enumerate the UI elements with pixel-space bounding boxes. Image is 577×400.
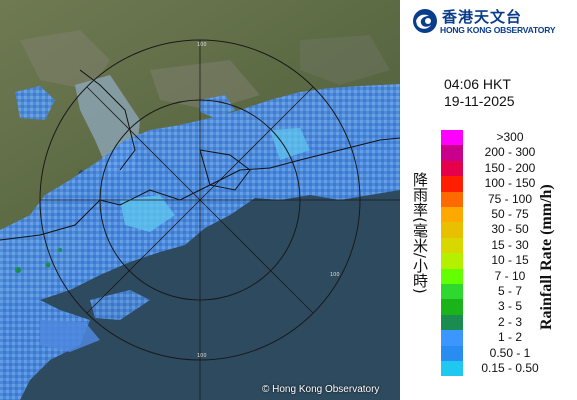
urban-area — [300, 35, 390, 85]
range-ring-labels: 100 100 100 — [197, 42, 340, 359]
rain-echo-north — [15, 86, 55, 120]
legend-range-label: >300 — [496, 130, 524, 144]
legend-swatch — [441, 330, 463, 346]
legend-title-chinese: 降雨率(毫米/小時) — [411, 172, 429, 294]
brand-name-chinese: 香港天文台 — [442, 8, 523, 26]
urban-area — [150, 60, 260, 110]
rain-echo-south — [40, 320, 100, 352]
legend-range-label: 200 - 300 — [484, 145, 536, 160]
legend-swatch — [441, 345, 463, 361]
rain-echo-light — [120, 195, 175, 232]
legend-range-label: 10 - 15 — [491, 253, 529, 268]
legend-panel: 香港天文台 HONG KONG OBSERVATORY 04:06 HKT 19… — [400, 0, 577, 400]
radar-map-image: 100 100 100 — [0, 0, 400, 400]
legend-range-label: 0.15 - 0.50 — [481, 361, 539, 375]
legend-range-label: 7 - 10 — [494, 268, 526, 283]
legend-swatch — [441, 284, 463, 300]
legend-swatch — [441, 191, 463, 207]
legend-range-label: 0.50 - 1 — [489, 345, 531, 360]
legend-color-scale — [441, 130, 463, 377]
legend-range-label: 15 - 30 — [491, 237, 529, 252]
rain-echo-moderate — [45, 262, 51, 268]
legend-swatch — [441, 237, 463, 254]
legend-swatch — [441, 361, 463, 377]
legend-swatch — [441, 176, 463, 192]
observation-date: 19-11-2025 — [444, 93, 515, 109]
legend-range-label: 3 - 5 — [497, 299, 522, 314]
hong-kong-outline — [199, 149, 251, 191]
legend-swatch — [441, 222, 463, 238]
coastline — [79, 69, 136, 171]
radar-map[interactable]: 100 100 100 © Hong Kong Observatory — [0, 0, 400, 400]
svg-text:100: 100 — [197, 353, 207, 359]
svg-text:100: 100 — [330, 272, 340, 278]
legend-swatch — [441, 314, 463, 331]
legend-range-label: 2 - 3 — [497, 314, 522, 329]
rain-echo-moderate — [58, 248, 62, 252]
hko-logo-icon — [413, 9, 437, 33]
svg-text:100: 100 — [197, 42, 207, 48]
observation-time: 04:06 HKT — [444, 76, 511, 92]
copyright-notice: © Hong Kong Observatory — [262, 384, 380, 395]
rain-echo-moderate — [15, 267, 21, 273]
legend-swatch — [441, 299, 463, 315]
coastline — [0, 137, 400, 241]
rain-echo-light — [270, 128, 310, 160]
legend-range-label: 150 - 200 — [484, 160, 536, 175]
brand-name-english: HONG KONG OBSERVATORY — [440, 25, 556, 35]
legend-range-label: 30 - 50 — [491, 222, 529, 237]
legend-swatch — [441, 207, 463, 223]
legend-range-label: 1 - 2 — [497, 330, 522, 345]
legend-swatch — [441, 130, 463, 146]
radial-lines — [40, 40, 400, 400]
legend-swatch — [441, 160, 463, 177]
legend-range-label: 100 - 150 — [484, 176, 536, 191]
legend-swatch — [441, 268, 463, 284]
legend-range-label: 50 - 75 — [491, 207, 529, 221]
legend-range-label: 5 - 7 — [497, 284, 522, 298]
legend-swatch — [441, 253, 463, 269]
rain-echo-south — [90, 290, 150, 320]
legend-swatch — [441, 145, 463, 161]
legend-range-label: 75 - 100 — [487, 191, 533, 206]
legend-title-english: Rainfall Rate (mm/h) — [538, 184, 555, 330]
